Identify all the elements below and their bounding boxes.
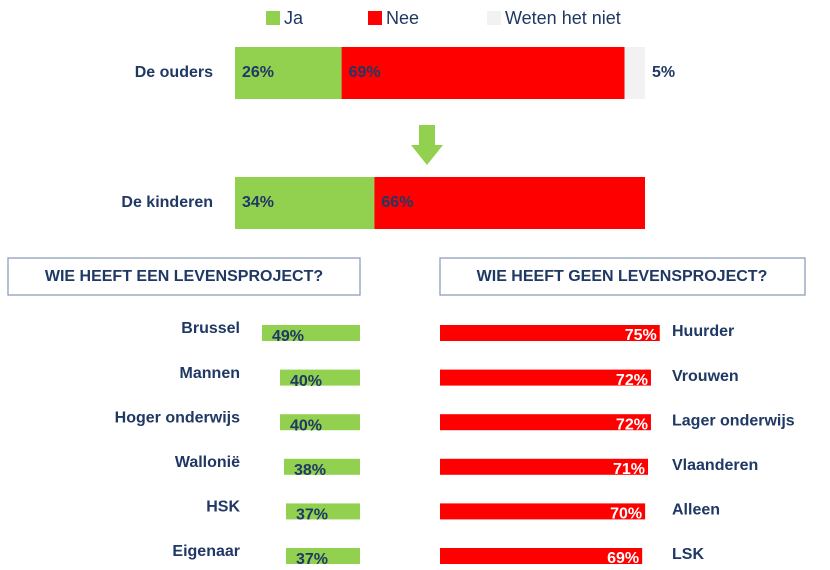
value-label: 26%	[242, 64, 274, 81]
value-label: 72%	[616, 372, 648, 389]
bar	[280, 414, 360, 431]
chart-title: WIE HEEFT EEN LEVENSPROJECT?	[45, 268, 323, 285]
legend-swatch	[487, 11, 501, 25]
category-label: LSK	[672, 546, 704, 563]
value-label: 75%	[625, 327, 657, 344]
bar	[440, 325, 660, 341]
category-label: Huurder	[672, 323, 734, 340]
value-label: 37%	[296, 551, 328, 568]
value-label: 71%	[613, 461, 645, 478]
value-label: 72%	[616, 416, 648, 433]
bar-segment	[624, 47, 645, 99]
legend-label: Ja	[284, 8, 304, 28]
chart-title: WIE HEEFT GEEN LEVENSPROJECT?	[477, 268, 768, 285]
bar-segment	[374, 177, 645, 229]
value-label: 37%	[296, 507, 328, 524]
value-label: 69%	[607, 550, 639, 567]
bar	[440, 548, 643, 564]
bar-segment	[235, 47, 342, 99]
bar	[284, 458, 360, 475]
category-label: Mannen	[180, 365, 240, 382]
bar	[262, 325, 360, 341]
value-label: 34%	[242, 194, 274, 211]
down-arrow	[411, 125, 443, 165]
bar	[286, 548, 360, 564]
legend-swatch	[368, 11, 382, 25]
bar	[440, 414, 651, 431]
value-label: 69%	[349, 64, 381, 81]
value-label: 70%	[610, 506, 642, 523]
title-box	[7, 257, 361, 296]
bar	[286, 503, 360, 520]
bar	[280, 369, 360, 386]
legend-label: Nee	[386, 8, 419, 28]
category-label: Alleen	[672, 502, 720, 519]
category-label: Brussel	[181, 320, 240, 337]
bar-segment	[235, 177, 375, 229]
category-label: Wallonië	[175, 454, 240, 471]
category-label: Eigenaar	[172, 543, 240, 560]
category-label: Lager onderwijs	[672, 412, 795, 429]
category-label: Hoger onderwijs	[115, 409, 240, 426]
legend-label: Weten het niet	[505, 8, 621, 28]
bar	[440, 503, 646, 520]
category-label: HSK	[206, 499, 240, 516]
value-label: 40%	[290, 373, 322, 390]
value-label: 40%	[290, 417, 322, 434]
bar	[440, 369, 651, 386]
title-box	[439, 257, 806, 296]
value-label: 38%	[294, 462, 326, 479]
bar	[440, 458, 649, 475]
value-label: 66%	[381, 194, 413, 211]
category-label: Vlaanderen	[672, 457, 758, 474]
bar-segment	[341, 47, 625, 99]
value-label: 49%	[272, 328, 304, 345]
value-label: 5%	[652, 64, 675, 81]
category-label: De ouders	[135, 64, 213, 81]
legend-swatch	[266, 11, 280, 25]
category-label: De kinderen	[121, 194, 213, 211]
category-label: Vrouwen	[672, 368, 739, 385]
